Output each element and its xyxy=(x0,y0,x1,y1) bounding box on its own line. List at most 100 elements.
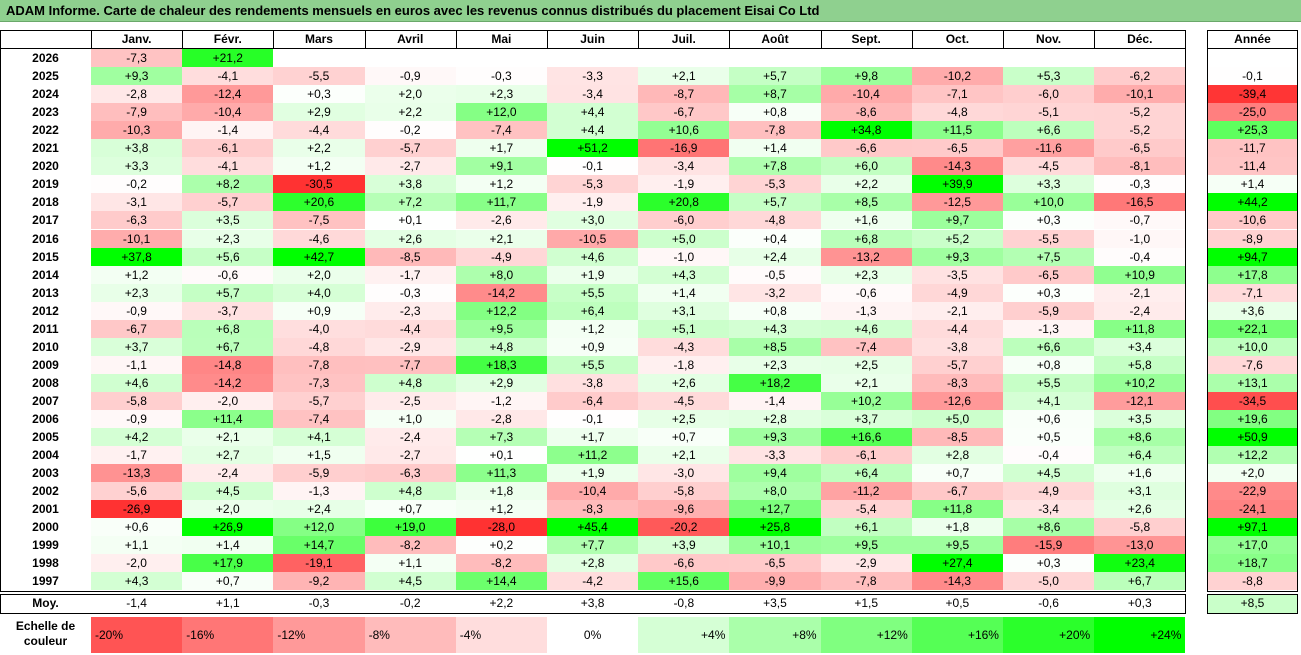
year-label: 2022 xyxy=(32,123,59,138)
heatmap-cell: +8,6 xyxy=(1094,428,1186,447)
heatmap-cell: +2,0 xyxy=(182,500,274,519)
heatmap-cell: +1,6 xyxy=(820,211,912,230)
heatmap-cell: +2,5 xyxy=(638,410,730,429)
heatmap-cell: +17,9 xyxy=(182,554,274,573)
heatmap-cell: +2,9 xyxy=(273,103,365,122)
heatmap-cell: +8,5 xyxy=(820,193,912,212)
average-cell: +3,5 xyxy=(763,595,787,610)
color-scale-cell: +16% xyxy=(911,617,1003,653)
heatmap-cell: -5,8 xyxy=(91,391,183,410)
heatmap-cell: +2,3 xyxy=(820,265,912,284)
heatmap-cell: -4,9 xyxy=(455,247,547,266)
heatmap-cell: +0,8 xyxy=(729,103,821,122)
year-total-cell: -8,8 xyxy=(1207,572,1298,591)
column-divider xyxy=(820,30,822,49)
heatmap-cell: -8,1 xyxy=(1094,157,1186,176)
heatmap-cell: -5,3 xyxy=(547,175,639,194)
heatmap-cell: +6,8 xyxy=(182,319,274,338)
heatmap-cell: +1,9 xyxy=(547,464,639,483)
heatmap-cell: -5,9 xyxy=(1003,301,1095,320)
heatmap-cell: -11,2 xyxy=(820,482,912,501)
heatmap-cell: -5,5 xyxy=(273,67,365,86)
heatmap-cell: -8,3 xyxy=(911,373,1003,392)
year-label: 1997 xyxy=(32,574,59,589)
year-total-cell: +22,1 xyxy=(1207,319,1298,338)
heatmap-cell: -5,7 xyxy=(273,391,365,410)
heatmap-cell: +42,7 xyxy=(273,247,365,266)
heatmap-cell: +4,0 xyxy=(273,283,365,302)
heatmap-cell: +8,6 xyxy=(1003,518,1095,537)
heatmap-cell: -7,8 xyxy=(820,572,912,591)
heatmap-cell: -1,4 xyxy=(729,391,821,410)
color-scale-cell: -8% xyxy=(364,617,456,653)
heatmap-cell: +2,9 xyxy=(455,373,547,392)
color-scale-cell: -4% xyxy=(455,617,547,653)
heatmap-cell: +2,3 xyxy=(91,283,183,302)
heatmap-cell: +0,1 xyxy=(364,211,456,230)
heatmap-cell: -9,6 xyxy=(638,500,730,519)
report-title: ADAM Informe. Carte de chaleur des rende… xyxy=(0,0,1301,22)
heatmap-cell: -2,9 xyxy=(820,554,912,573)
heatmap-cell: +0,4 xyxy=(729,229,821,248)
heatmap-cell: +11,7 xyxy=(455,193,547,212)
heatmap-cell: -1,4 xyxy=(182,121,274,140)
heatmap-cell: -2,9 xyxy=(364,337,456,356)
column-divider xyxy=(638,30,640,49)
heatmap-cell: +1,1 xyxy=(364,554,456,573)
heatmap-cell: +20,6 xyxy=(273,193,365,212)
header-divider xyxy=(0,48,1186,49)
month-header: Août xyxy=(761,32,789,46)
heatmap-cell: +5,5 xyxy=(547,355,639,374)
heatmap-cell: -7,1 xyxy=(911,85,1003,104)
year-total-cell: -0,1 xyxy=(1207,67,1298,86)
heatmap-cell: +2,7 xyxy=(182,446,274,465)
year-label: 2008 xyxy=(32,375,59,390)
heatmap-cell xyxy=(455,49,547,68)
heatmap-cell: +1,4 xyxy=(182,536,274,555)
heatmap-cell: +8,7 xyxy=(729,85,821,104)
average-cell: -0,3 xyxy=(308,595,330,610)
heatmap-cell: +1,4 xyxy=(638,283,730,302)
heatmap-cell: -0,7 xyxy=(1094,211,1186,230)
heatmap-cell: -4,2 xyxy=(547,572,639,591)
year-total-cell: +12,2 xyxy=(1207,446,1298,465)
column-divider xyxy=(1003,30,1004,49)
year-total-cell: +17,8 xyxy=(1207,265,1298,284)
heatmap-cell: +9,4 xyxy=(729,464,821,483)
heatmap-cell: +3,4 xyxy=(1094,337,1186,356)
heatmap-cell: +2,8 xyxy=(911,446,1003,465)
heatmap-cell: -2,0 xyxy=(91,554,183,573)
heatmap-cell: -0,9 xyxy=(91,301,183,320)
heatmap-cell: +9,1 xyxy=(455,157,547,176)
heatmap-cell: -1,0 xyxy=(1094,229,1186,248)
heatmap-cell: -3,8 xyxy=(911,337,1003,356)
heatmap-cell: +0,8 xyxy=(1003,355,1095,374)
heatmap-cell: -0,4 xyxy=(1094,247,1186,266)
year-label: 2006 xyxy=(32,412,59,426)
heatmap-cell: +0,3 xyxy=(273,85,365,104)
year-total-cell: +50,9 xyxy=(1207,428,1298,447)
heatmap-cell: +16,6 xyxy=(820,428,912,447)
heatmap-cell: -1,9 xyxy=(547,193,639,212)
heatmap-cell: +1,8 xyxy=(455,482,547,501)
heatmap-cell: -8,3 xyxy=(547,500,639,519)
heatmap-cell: -13,3 xyxy=(91,464,183,483)
heatmap-cell: -4,1 xyxy=(182,157,274,176)
heatmap-cell: +12,7 xyxy=(729,500,821,519)
heatmap-cell: +5,7 xyxy=(729,193,821,212)
heatmap-cell: +0,6 xyxy=(1003,410,1095,429)
heatmap-cell: -6,0 xyxy=(638,211,730,230)
year-label: 2025 xyxy=(32,69,59,84)
heatmap-cell: -2,7 xyxy=(364,446,456,465)
heatmap-cell: -4,9 xyxy=(1003,482,1095,501)
year-total-cell xyxy=(1207,49,1298,68)
year-total-header: Année xyxy=(1234,32,1271,46)
heatmap-cell: +11,4 xyxy=(182,410,274,429)
heatmap-cell: +8,5 xyxy=(729,337,821,356)
average-cell: +0,5 xyxy=(945,595,970,610)
heatmap-cell: +1,9 xyxy=(547,265,639,284)
heatmap-cell: -5,7 xyxy=(182,193,274,212)
year-label: 2015 xyxy=(32,249,59,264)
heatmap-cell: +4,1 xyxy=(1003,391,1095,410)
heatmap-cell: -4,0 xyxy=(273,319,365,338)
